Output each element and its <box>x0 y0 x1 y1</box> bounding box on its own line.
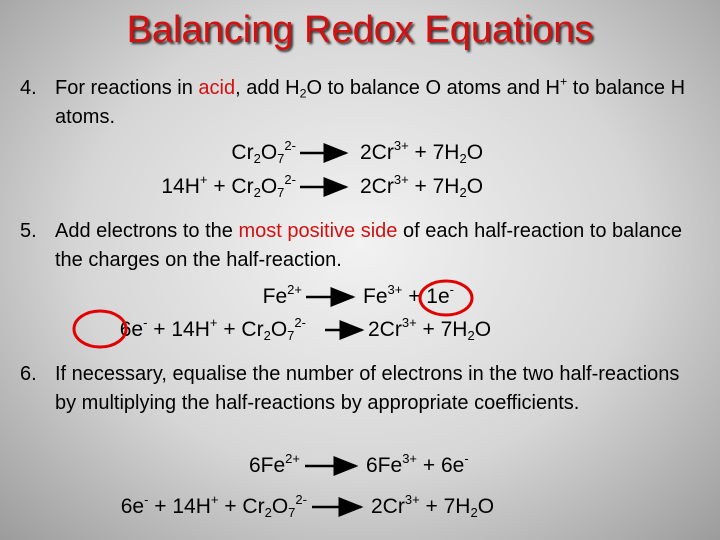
supscript: + <box>199 171 208 187</box>
subscript: 2 <box>299 86 307 101</box>
text-run: 6Fe <box>366 454 403 477</box>
equation-left: Cr2O72- <box>231 139 296 167</box>
text-run: + 1e <box>402 285 450 308</box>
subscript: 7 <box>277 150 285 166</box>
supscript: + <box>210 491 219 507</box>
step-number: 4. <box>20 77 37 99</box>
text-run: + Cr <box>207 175 254 198</box>
text-run: For reactions in <box>55 77 199 99</box>
equation-right: 2Cr3+ + 7H2O <box>368 316 491 344</box>
supscript: 2- <box>284 137 296 153</box>
text-run: + 7H <box>419 495 471 518</box>
text-run: O <box>477 495 495 518</box>
supscript: - <box>144 491 149 507</box>
text-run: 14H <box>161 175 200 198</box>
supscript: 2- <box>284 171 296 187</box>
supscript: + <box>209 314 218 330</box>
text-run: O <box>474 318 492 341</box>
text-run: + Cr <box>217 318 264 341</box>
equation-right: 2Cr3+ + 7H2O <box>360 139 483 167</box>
subscript: 2 <box>264 504 272 520</box>
text-run: Fe <box>262 285 288 308</box>
step-number: 5. <box>20 220 37 242</box>
step-text: For reactions in acid, add H2O to balanc… <box>55 74 705 132</box>
subscript: 7 <box>287 327 295 343</box>
text-run: 2Cr <box>371 495 405 518</box>
equation-left: 14H+ + Cr2O72- <box>161 173 296 201</box>
subscript: 2 <box>253 184 261 200</box>
text-run: O <box>271 495 289 518</box>
text-run: + 14H <box>147 318 210 341</box>
text-run: 2Cr <box>368 318 402 341</box>
supscript: - <box>449 281 454 297</box>
supscript: 3+ <box>404 491 420 507</box>
supscript: 3+ <box>401 314 417 330</box>
subscript: 7 <box>277 184 285 200</box>
text-run: + 7H <box>408 141 460 164</box>
text-run: O <box>466 175 484 198</box>
text-run: + 6e <box>417 454 465 477</box>
text-run: Add electrons to the <box>55 220 239 242</box>
subscript: 2 <box>263 327 271 343</box>
text-run: Fe <box>363 285 388 308</box>
equation-right: 2Cr3+ + 7H2O <box>360 173 483 201</box>
step-text: Add electrons to the most positive side … <box>55 217 705 275</box>
text-run: 6Fe <box>248 454 286 477</box>
subscript: 2 <box>459 150 467 166</box>
supscript: 2+ <box>287 281 302 297</box>
equation-left: 6e- + 14H+ + Cr2O72- <box>120 316 306 344</box>
text-run: O <box>270 318 288 341</box>
supscript: - <box>464 450 469 466</box>
supscript: 3+ <box>387 281 403 297</box>
supscript: 3+ <box>393 137 409 153</box>
equation-left: 6e- + 14H+ + Cr2O72- <box>121 493 307 521</box>
equation-right: 6Fe3+ + 6e- <box>366 452 469 480</box>
subscript: 2 <box>467 327 475 343</box>
text-run: 6e <box>120 495 145 518</box>
text-run: O <box>260 175 278 198</box>
equation-left: Fe2+ <box>263 283 302 311</box>
text-run: + 14H <box>148 495 211 518</box>
supscript: 2- <box>295 491 307 507</box>
text-run: to balance H atoms. <box>55 77 686 128</box>
supscript: 3+ <box>393 171 409 187</box>
step-text: If necessary, equalise the number of ele… <box>55 360 705 418</box>
subscript: 2 <box>459 184 467 200</box>
supscript: - <box>143 314 148 330</box>
text-run: 2Cr <box>360 175 394 198</box>
supscript: 3+ <box>402 450 418 466</box>
text-run: + 7H <box>416 318 468 341</box>
text-run: + 7H <box>408 175 460 198</box>
highlight-circle <box>418 279 474 317</box>
text-run: , add H <box>235 77 300 99</box>
text-run: If necessary, equalise the number of ele… <box>55 363 680 414</box>
highlighted-text: acid <box>198 77 236 99</box>
text-run: 2Cr <box>360 141 394 164</box>
highlighted-text: most positive side <box>238 220 398 242</box>
supscript: 2+ <box>285 450 300 466</box>
text-run: O <box>466 141 484 164</box>
subscript: 2 <box>253 150 261 166</box>
text-run: O to balance O atoms and H <box>306 77 560 99</box>
slide-title: Balancing Redox Equations <box>126 9 594 51</box>
highlight-circle <box>72 309 128 349</box>
step-number: 6. <box>20 363 37 385</box>
text-run: of each half-reaction to balance the cha… <box>55 220 683 271</box>
subscript: 7 <box>288 504 296 520</box>
equation-right: 2Cr3+ + 7H2O <box>371 493 494 521</box>
text-run: Cr <box>231 141 254 164</box>
supscript: 2- <box>294 314 306 330</box>
text-run: O <box>260 141 278 164</box>
subscript: 2 <box>470 504 478 520</box>
equation-right: Fe3+ + 1e- <box>363 283 454 311</box>
equation-left: 6Fe2+ <box>249 452 300 480</box>
supscript: + <box>559 74 568 89</box>
text-run: + Cr <box>218 495 265 518</box>
